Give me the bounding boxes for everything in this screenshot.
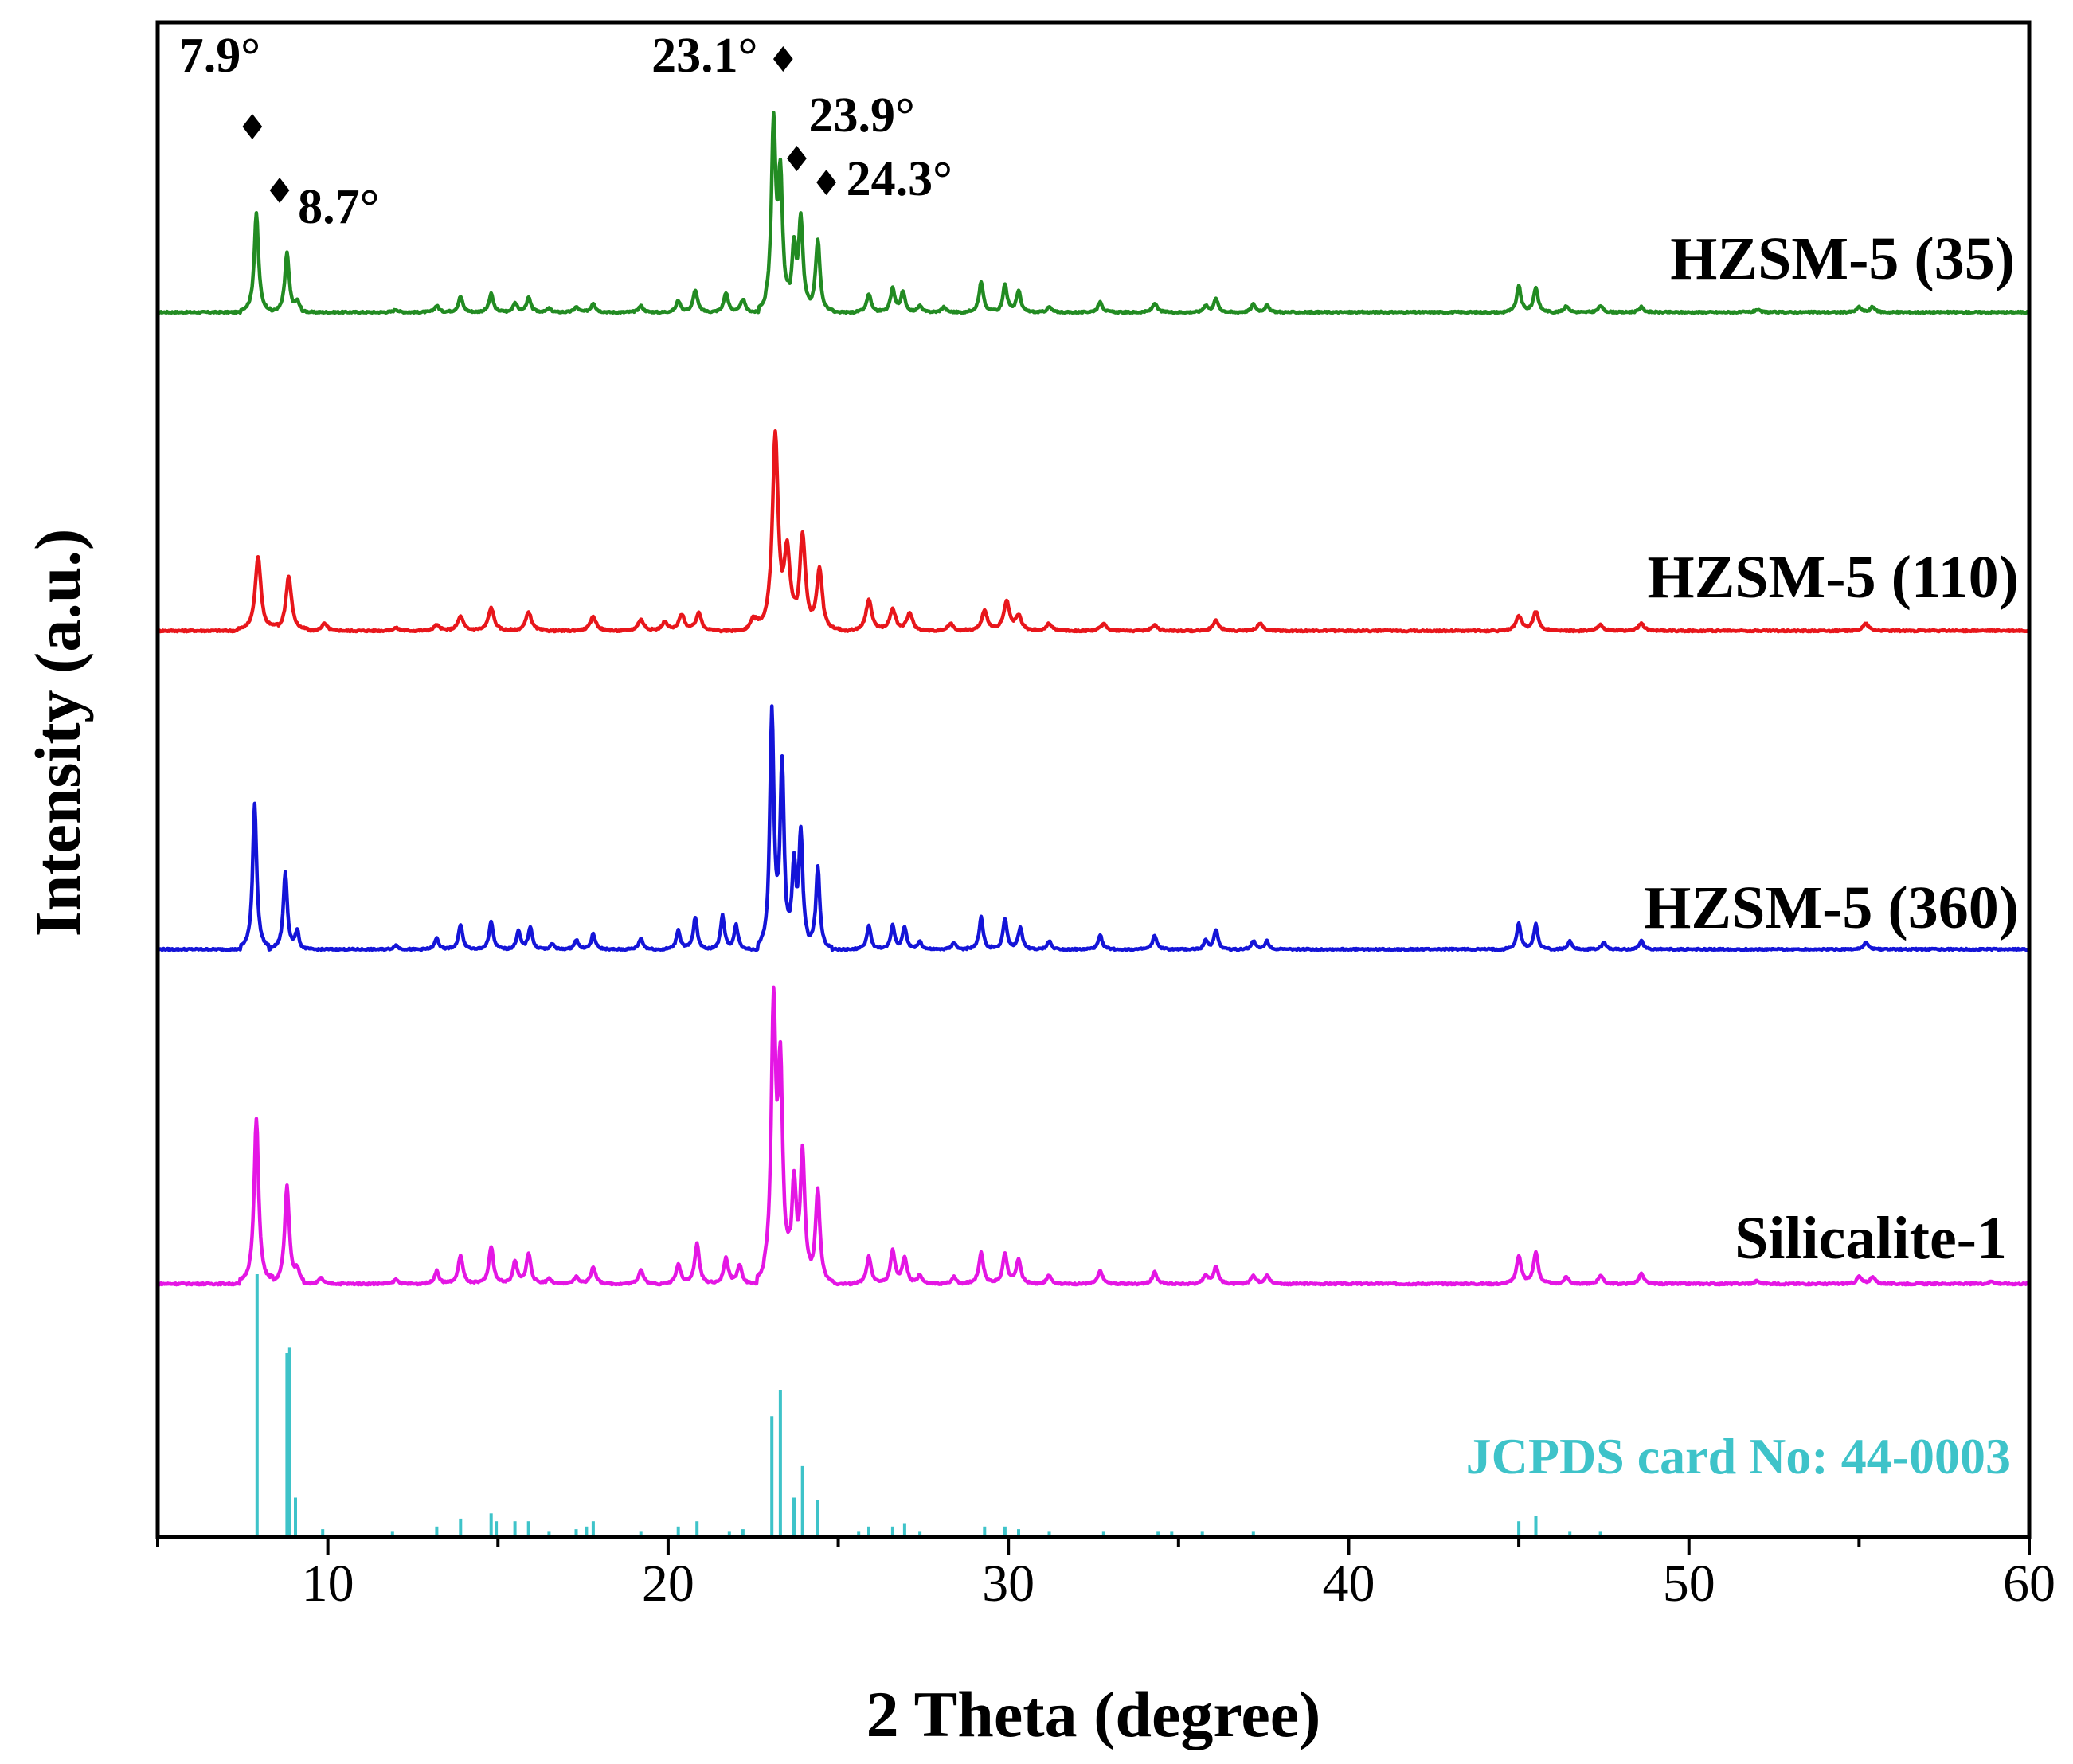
series-line-2	[156, 428, 2031, 634]
peak-annotation-label: 23.9°	[809, 88, 915, 143]
x-tick-label: 40	[1322, 1555, 1375, 1613]
series-label-hzsm5-360: HZSM-5 (360)	[1644, 874, 2019, 941]
diamond-marker: ♦	[811, 163, 842, 204]
diamond-marker: ♦	[264, 171, 295, 212]
x-tick-label: 20	[642, 1555, 694, 1613]
series-label-hzsm5-35: HZSM-5 (35)	[1670, 225, 2015, 292]
diamond-marker: ♦	[768, 40, 799, 80]
series-line-1	[156, 111, 2031, 315]
series-label-silicalite-1: Silicalite-1	[1735, 1205, 2007, 1272]
plot-frame	[155, 20, 2032, 1539]
x-tick-label: 30	[982, 1555, 1035, 1613]
x-tick-label: 60	[2003, 1555, 2055, 1613]
x-tick-label: 10	[302, 1555, 354, 1613]
peak-annotation-label: 8.7°	[298, 180, 379, 234]
y-axis-title: Intensity (a.u.)	[22, 529, 94, 937]
peak-annotation-label: 7.9°	[179, 29, 260, 83]
x-tick-label: 50	[1663, 1555, 1715, 1613]
series-layer	[156, 111, 2031, 1287]
diamond-marker: ♦	[237, 108, 268, 148]
peak-annotations: ♦7.9°♦ 8.7°♦23.1°♦23.9°♦ 24.3°	[179, 29, 952, 234]
series-line-4	[156, 985, 2031, 1287]
series-line-3	[156, 704, 2031, 952]
reference-sticks	[255, 1274, 1602, 1537]
peak-annotation-label: 23.1°	[651, 29, 757, 83]
x-axis-ticks: 10 20 30 40 50 60	[156, 1537, 2055, 1613]
reference-label: JCPDS card No: 44-0003	[1466, 1428, 2011, 1484]
series-label-hzsm5-110: HZSM-5 (110)	[1647, 544, 2019, 611]
peak-annotation-label: 24.3°	[847, 152, 952, 206]
x-axis-title: 2 Theta (degree)	[866, 1678, 1321, 1750]
diamond-marker: ♦	[781, 139, 812, 180]
